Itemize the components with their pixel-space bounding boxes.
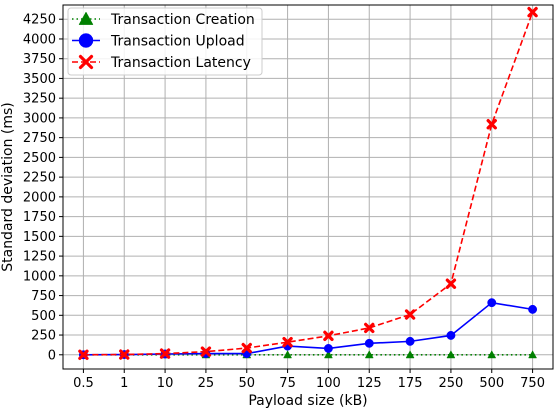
data-point	[405, 350, 415, 359]
y-tick-label: 1500	[23, 230, 56, 245]
y-axis-ticks: 0 250 500 750 1000 1250 1500 1750 2000 2250 2500 27…	[23, 13, 63, 363]
legend-label: Transaction Creation	[110, 12, 255, 28]
x-tick-label: 175	[398, 376, 423, 391]
x-tick-label: 50	[238, 376, 255, 391]
y-tick-label: 1750	[23, 210, 56, 225]
y-tick-label: 2000	[23, 190, 56, 205]
x-marker-stroke	[159, 348, 171, 359]
data-point	[528, 350, 538, 359]
x-marker-stroke	[404, 309, 416, 320]
legend-marker	[78, 54, 94, 70]
data-point	[364, 350, 374, 359]
x-tick-label: 750	[520, 376, 545, 391]
y-axis-label: Standard deviation (ms)	[0, 102, 16, 272]
x-axis-label: Payload size (kB)	[248, 393, 367, 409]
x-tick-label: 1	[120, 376, 128, 391]
x-tick-label: 0.5	[73, 376, 94, 391]
x-marker-stroke	[119, 349, 130, 360]
y-tick-label: 3500	[23, 72, 56, 87]
x-marker-stroke	[486, 119, 497, 130]
x-axis-ticks: 0.5 1 10 25 50 75 100 125 175 250 500 750	[73, 369, 545, 391]
legend-marker	[78, 33, 94, 48]
y-tick-label: 2750	[23, 131, 56, 146]
x-tick-label: 125	[357, 376, 382, 391]
legend-label: Transaction Latency	[110, 55, 251, 71]
data-point	[159, 348, 171, 359]
data-point	[241, 342, 252, 354]
y-tick-label: 4250	[23, 13, 56, 28]
data-point	[364, 322, 375, 334]
y-tick-label: 500	[31, 309, 56, 324]
x-tick-label: 75	[279, 376, 296, 391]
x-marker-stroke	[200, 346, 212, 357]
series-transaction-latency	[78, 6, 538, 360]
data-point	[405, 336, 415, 346]
data-point	[283, 350, 293, 359]
x-tick-label: 500	[479, 376, 504, 391]
legend-entry: Transaction Latency	[72, 54, 251, 71]
x-marker-stroke	[323, 330, 334, 342]
x-marker-stroke	[241, 342, 252, 354]
y-tick-label: 4000	[23, 32, 56, 47]
x-marker-stroke	[445, 278, 457, 289]
x-tick-label: 25	[198, 376, 215, 391]
x-marker-stroke	[364, 322, 375, 334]
data-point	[119, 349, 130, 360]
y-tick-label: 2250	[23, 171, 56, 186]
y-tick-label: 3000	[23, 111, 56, 126]
y-tick-label: 0	[48, 348, 56, 363]
legend-box	[67, 7, 263, 76]
y-tick-label: 2500	[23, 151, 56, 166]
data-point	[200, 346, 212, 357]
y-tick-label: 1250	[23, 250, 56, 265]
series-layer	[78, 6, 538, 360]
x-tick-label: 10	[157, 376, 174, 391]
y-tick-label: 3750	[23, 52, 56, 67]
legend-marker	[78, 11, 94, 25]
data-point	[487, 350, 497, 359]
y-tick-label: 1000	[23, 269, 56, 284]
y-tick-label: 750	[31, 289, 56, 304]
x-marker-stroke	[527, 6, 538, 18]
data-point	[323, 350, 333, 359]
legend-entry: Transaction Upload	[72, 33, 245, 50]
x-marker-stroke	[78, 349, 89, 360]
legend-entry: Transaction Creation	[72, 11, 255, 28]
series-line	[83, 11, 534, 356]
x-tick-label: 100	[316, 376, 341, 391]
data-point	[364, 338, 374, 348]
grid	[63, 5, 553, 369]
data-point	[323, 344, 333, 353]
x-marker-stroke	[282, 336, 293, 348]
plot-frame	[62, 4, 554, 370]
series-line	[83, 301, 533, 356]
data-point	[486, 119, 497, 130]
data-point	[78, 349, 89, 360]
data-point	[487, 298, 497, 308]
x-marker-stroke	[78, 54, 94, 70]
data-point	[404, 309, 416, 320]
legend: Transaction Creation Transaction Upload Tr…	[67, 7, 263, 76]
data-point	[445, 278, 457, 289]
y-tick-label: 250	[31, 329, 56, 344]
x-tick-label: 250	[439, 376, 464, 391]
data-point	[323, 330, 334, 342]
y-tick-label: 3250	[23, 92, 56, 107]
data-point	[446, 350, 456, 359]
data-point	[282, 336, 293, 348]
series-transaction-upload	[78, 298, 538, 360]
data-point	[446, 330, 456, 340]
data-point	[528, 304, 538, 314]
data-point	[527, 6, 538, 18]
legend-label: Transaction Upload	[110, 34, 245, 50]
